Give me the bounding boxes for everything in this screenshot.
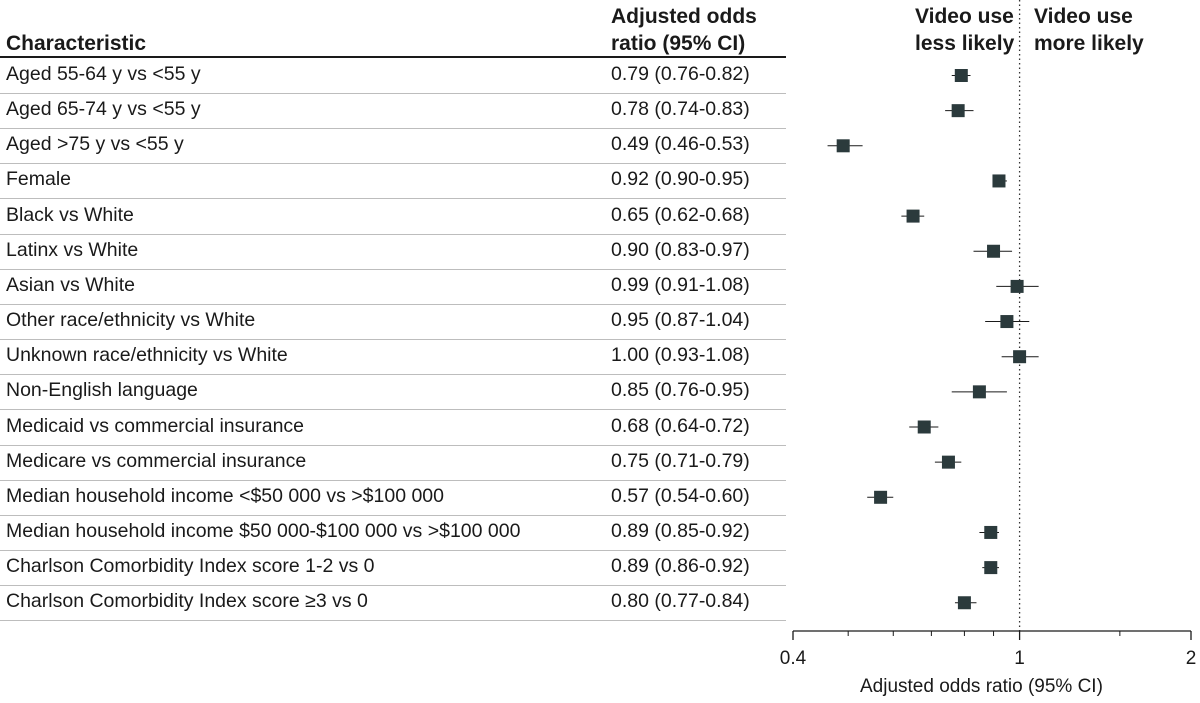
row-label: Medicaid vs commercial insurance <box>6 414 305 437</box>
point-estimate-marker <box>836 139 850 153</box>
table-row: Charlson Comorbidity Index score ≥3 vs 0… <box>0 585 786 622</box>
point-estimate-marker <box>941 455 955 469</box>
table-row: Charlson Comorbidity Index score 1-2 vs … <box>0 550 786 587</box>
row-odds-ratio: 0.89 (0.86-0.92) <box>611 555 750 578</box>
odds-ratio-header-line1: Adjusted odds <box>611 5 757 28</box>
characteristic-header: Characteristic <box>6 32 147 55</box>
row-label: Other race/ethnicity vs White <box>6 309 256 332</box>
table-row: Medicaid vs commercial insurance 0.68 (0.… <box>0 410 786 446</box>
less-likely-header: Video use less likely <box>915 3 1014 57</box>
x-tick-label: 1 <box>1014 648 1025 669</box>
header-rule <box>0 56 786 58</box>
more-likely-header-line1: Video use <box>1034 5 1133 28</box>
table-row: Asian vs White 0.99 (0.91-1.08) <box>0 269 786 305</box>
table-row: Latinx vs White 0.90 (0.83-0.97) <box>0 234 786 270</box>
row-odds-ratio: 0.92 (0.90-0.95) <box>611 168 750 191</box>
more-likely-header-line2: more likely <box>1034 32 1144 55</box>
row-label: Aged 65-74 y vs <55 y <box>6 98 201 121</box>
point-estimate-marker <box>987 244 1001 258</box>
point-estimate-marker <box>917 420 931 434</box>
table-row: Aged >75 y vs <55 y 0.49 (0.46-0.53) <box>0 128 786 165</box>
row-label: Median household income $50 000-$100 000… <box>6 519 521 542</box>
row-odds-ratio: 0.65 (0.62-0.68) <box>611 203 750 226</box>
row-odds-ratio: 0.89 (0.85-0.92) <box>611 519 750 542</box>
table-row: Non-English language 0.85 (0.76-0.95) <box>0 374 786 411</box>
table-row: Medicare vs commercial insurance 0.75 (0.… <box>0 445 786 481</box>
table-row: Aged 65-74 y vs <55 y 0.78 (0.74-0.83) <box>0 93 786 130</box>
point-estimate-marker <box>972 385 986 399</box>
row-label: Unknown race/ethnicity vs White <box>6 344 288 367</box>
point-estimate-marker <box>1010 279 1024 293</box>
table-row: Aged 55-64 y vs <55 y 0.79 (0.76-0.82) <box>0 58 786 94</box>
row-label: Charlson Comorbidity Index score 1-2 vs … <box>6 555 375 578</box>
point-estimate-marker <box>984 525 998 539</box>
row-odds-ratio: 0.95 (0.87-1.04) <box>611 309 750 332</box>
point-estimate-marker <box>954 69 968 82</box>
x-tick-label: 2 <box>1186 648 1197 669</box>
row-label: Black vs White <box>6 203 134 226</box>
table-row: Female 0.92 (0.90-0.95) <box>0 163 786 200</box>
row-odds-ratio: 0.99 (0.91-1.08) <box>611 273 750 296</box>
row-label: Medicare vs commercial insurance <box>6 449 307 472</box>
row-odds-ratio: 1.00 (0.93-1.08) <box>611 344 750 367</box>
less-likely-header-line1: Video use <box>915 5 1014 28</box>
point-estimate-marker <box>1000 315 1014 329</box>
table-row: Median household income $50 000-$100 000… <box>0 515 786 551</box>
row-label: Aged >75 y vs <55 y <box>6 133 184 156</box>
point-estimate-marker <box>1013 350 1027 364</box>
table-row: Black vs White 0.65 (0.62-0.68) <box>0 199 786 235</box>
row-label: Asian vs White <box>6 273 135 296</box>
row-label: Median household income <$50 000 vs >$10… <box>6 484 444 507</box>
row-label: Non-English language <box>6 379 198 402</box>
row-odds-ratio: 0.78 (0.74-0.83) <box>611 98 750 121</box>
point-estimate-marker <box>906 209 920 223</box>
point-estimate-marker <box>957 596 971 610</box>
row-label: Latinx vs White <box>6 238 139 261</box>
row-odds-ratio: 0.80 (0.77-0.84) <box>611 590 750 613</box>
row-label: Female <box>6 168 72 191</box>
row-odds-ratio: 0.68 (0.64-0.72) <box>611 414 750 437</box>
more-likely-header: Video use more likely <box>1034 3 1144 57</box>
row-odds-ratio: 0.90 (0.83-0.97) <box>611 238 750 261</box>
table-row: Other race/ethnicity vs White 0.95 (0.87-… <box>0 304 786 341</box>
odds-ratio-header-line2: ratio (95% CI) <box>611 32 746 55</box>
less-likely-header-line2: less likely <box>915 32 1015 55</box>
x-tick-label: 0.4 <box>780 648 807 669</box>
x-axis-label: Adjusted odds ratio (95% CI) <box>860 676 1103 697</box>
point-estimate-marker <box>874 490 888 504</box>
row-odds-ratio: 0.75 (0.71-0.79) <box>611 449 750 472</box>
row-label: Charlson Comorbidity Index score ≥3 vs 0 <box>6 590 368 613</box>
point-estimate-marker <box>951 104 965 118</box>
table-row: Unknown race/ethnicity vs White 1.00 (0.9… <box>0 339 786 376</box>
row-odds-ratio: 0.85 (0.76-0.95) <box>611 379 750 402</box>
point-estimate-marker <box>992 174 1006 188</box>
row-odds-ratio: 0.79 (0.76-0.82) <box>611 63 750 85</box>
row-label: Aged 55-64 y vs <55 y <box>6 63 201 85</box>
point-estimate-marker <box>984 561 998 575</box>
row-odds-ratio: 0.49 (0.46-0.53) <box>611 133 750 156</box>
odds-ratio-header: Adjusted odds ratio (95% CI) <box>611 3 757 57</box>
table-row: Median household income <$50 000 vs >$10… <box>0 480 786 516</box>
row-odds-ratio: 0.57 (0.54-0.60) <box>611 484 750 507</box>
